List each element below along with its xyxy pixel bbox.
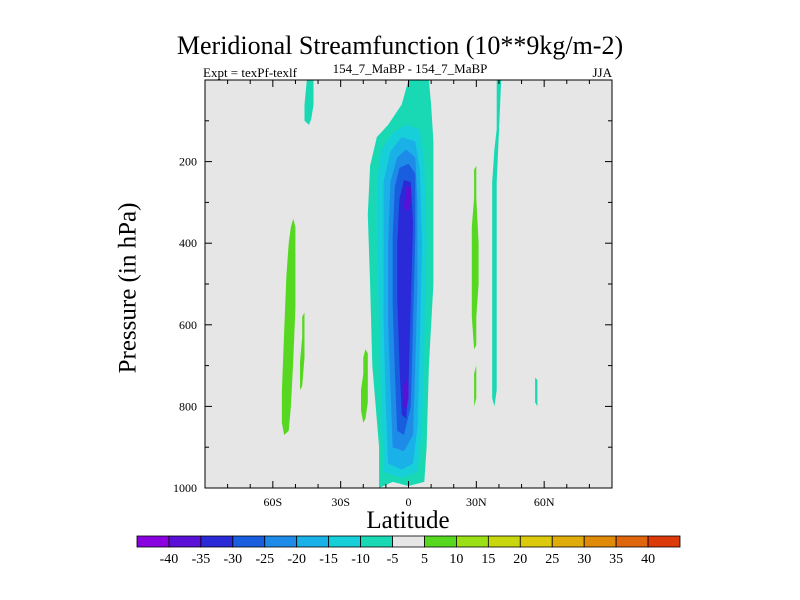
x-tick-label: 30N [466,495,487,509]
colorbar-swatch-pos25 [551,535,585,548]
colorbar-swatch-neg25 [232,535,266,548]
colorbar-swatch-pos40 [647,535,681,548]
x-axis-label: Latitude [366,507,450,534]
season-label: JJA [592,65,612,80]
contour-region-positive-band-20s [361,349,368,423]
chart-title: Meridional Streamfunction (10**9kg/m-2) [176,31,624,60]
y-tick-label: 1000 [173,481,197,495]
y-tick-label: 600 [179,318,197,332]
colorbar-swatch-pos35 [615,535,649,548]
colorbar-label: 40 [641,552,655,567]
colorbar-label: 5 [421,552,428,567]
colorbar-swatch-pos30 [583,535,617,548]
y-tick-label: 400 [179,236,197,250]
axis-ticks: 60S 30S 0 30N 60N 200 400 600 800 1000 [173,80,612,509]
experiment-label: Expt = texPf-texlf [203,65,297,80]
colorbar-label: -20 [287,552,306,567]
colorbar-label: -10 [351,552,370,567]
contour-region-positive-band-28n-base [474,365,477,407]
colorbar-label: -30 [223,552,242,567]
x-tick-label: 30S [331,495,350,509]
colorbar-label: 25 [545,552,559,567]
y-tick-label: 800 [179,399,197,413]
colorbar-swatch-neg40 [136,535,170,548]
contour-region-positive-band-28n [471,165,479,350]
colorbar-label: -25 [255,552,274,567]
colorbar-swatch-pos20 [519,535,553,548]
experiment-period: 154_7_MaBP - 154_7_MaBP [332,61,488,76]
colorbar-label: -35 [192,552,211,567]
colorbar-swatch-pos10 [456,535,489,548]
colorbar-swatch-neg15 [296,535,330,548]
colorbar-swatch-neg35 [168,535,202,548]
contour-region-equatorial-cell-neg35-upper [404,186,411,211]
colorbar-swatch-pos15 [487,535,521,548]
colorbar-swatch-neg5 [360,535,393,548]
colorbar-swatch-neutral [392,535,425,548]
colorbar-label: 10 [449,552,463,567]
colorbar-label: -15 [319,552,338,567]
colorbar: -40 -35 -30 -25 -20 -15 -10 -5 5 10 15 20 25 30 35 40 [136,535,681,567]
colorbar-label: -40 [160,552,179,567]
contour-region-cyan-strip-38n [492,80,502,407]
colorbar-label: 20 [513,552,527,567]
colorbar-label: 15 [481,552,495,567]
contour-region-cyan-blob-47s-top [304,80,314,125]
colorbar-label: 35 [609,552,623,567]
contour-region-cyan-blob-60n [535,377,538,407]
x-tick-label: 0 [406,495,412,509]
contour-regions [281,80,538,488]
colorbar-swatch-neg10 [328,535,361,548]
contour-region-positive-band-45s [281,218,296,435]
contour-region-positive-band-47s [300,312,305,391]
contour-region-equatorial-cell-neg35-lower [404,377,409,409]
colorbar-swatch-neg20 [264,535,298,548]
contour-region-equatorial-cell-neg30 [397,180,413,419]
colorbar-label: -5 [387,552,399,567]
y-tick-label: 200 [179,155,197,169]
x-tick-label: 60N [534,495,555,509]
colorbar-label: 30 [577,552,591,567]
x-tick-label: 60S [263,495,282,509]
colorbar-swatch-pos5 [424,535,457,548]
colorbar-swatch-neg30 [200,535,234,548]
